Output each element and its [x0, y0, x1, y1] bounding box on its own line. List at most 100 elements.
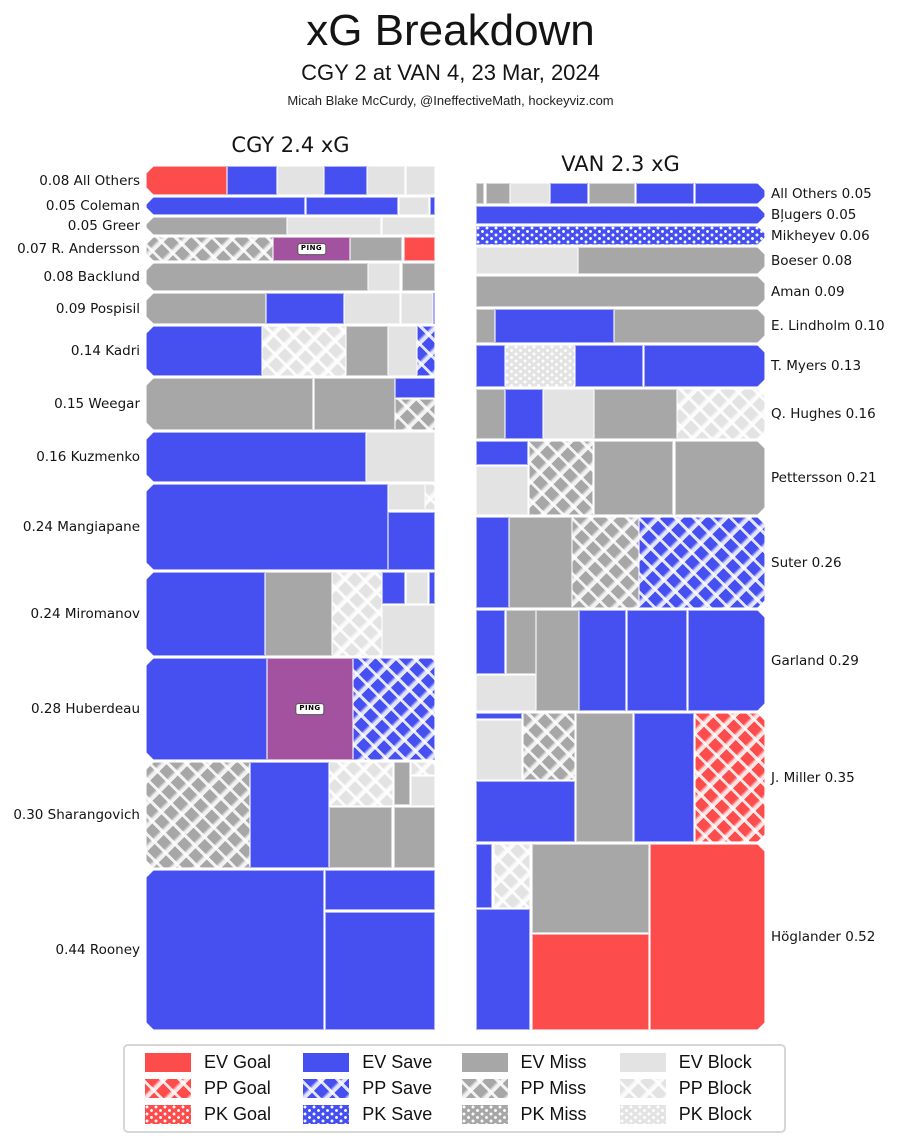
segment-pp-miss [146, 762, 250, 868]
legend-label: PP Miss [520, 1077, 587, 1098]
player-row [476, 389, 765, 439]
segment-pp-block [411, 762, 435, 775]
segment-ev-save [695, 183, 765, 204]
legend-label: PK Save [362, 1103, 433, 1124]
segment-ev-block [382, 605, 435, 656]
segment-ev-block [277, 166, 324, 195]
segment-ev-save [476, 844, 492, 908]
segment-ev-save [688, 610, 765, 711]
player-label: 0.44 Rooney [55, 942, 141, 958]
player-label: 0.24 Mangiapane [22, 519, 140, 535]
van-column-title: VAN 2.3 xG [561, 152, 680, 176]
segment-pk-block [505, 345, 575, 387]
segment-ev-block [368, 263, 400, 291]
game-subtitle: CGY 2 at VAN 4, 23 Mar, 2024 [301, 60, 600, 85]
legend-item: EV Save [303, 1052, 461, 1073]
player-row [146, 293, 435, 324]
segment-ev-save [146, 572, 265, 656]
player-label: 0.30 Sharangovich [13, 807, 140, 823]
legend-label: PK Goal [204, 1103, 272, 1124]
player-row [476, 844, 765, 1030]
player-label: 0.15 Weegar [54, 396, 140, 412]
segment-ev-save [324, 166, 367, 195]
segment-ev-save [476, 713, 522, 719]
player-label: T. Myers 0.13 [771, 358, 862, 374]
segment-ev-miss [589, 183, 635, 204]
legend-label: PP Save [362, 1077, 432, 1098]
segment-ev-miss [675, 441, 765, 515]
legend: EV Goal EV Save EV Miss EV Block PP Goal PP S… [123, 1044, 786, 1133]
segment-ev-miss [509, 517, 572, 608]
legend-item: EV Block [619, 1052, 778, 1073]
segment-ev-block [543, 389, 594, 439]
segment-pp-block [332, 572, 382, 656]
segment-ev-goal [650, 844, 765, 1030]
legend-label: EV Goal [204, 1052, 272, 1073]
segment-ev-miss [346, 326, 388, 376]
legend-item: EV Miss [461, 1052, 620, 1073]
segment-ev-save [382, 572, 405, 604]
segment-pp-save [639, 517, 765, 608]
legend-swatch-ev-goal [145, 1053, 191, 1073]
player-row [146, 263, 435, 291]
page-title: xG Breakdown [306, 6, 595, 55]
player-label: 0.08 Backlund [43, 269, 140, 285]
player-row [476, 441, 765, 515]
segment-ev-save [636, 183, 694, 204]
player-label: Aman 0.09 [771, 283, 845, 300]
segment-ev-miss [536, 610, 579, 711]
player-label: Boeser 0.08 [771, 252, 853, 269]
player-row [146, 378, 435, 430]
segment-pk-save [476, 226, 765, 245]
segment-ev-miss [476, 276, 765, 307]
legend-item: PK Save [303, 1104, 461, 1125]
player-row [146, 432, 435, 482]
player-label: All Others 0.05 [771, 185, 872, 202]
segment-ev-save [146, 658, 267, 760]
player-label: J. Miller 0.35 [771, 769, 855, 786]
segment-ev-save [325, 912, 435, 1030]
segment-ev-save [146, 484, 388, 570]
legend-label: PK Block [678, 1103, 752, 1124]
player-label: Pettersson 0.21 [771, 470, 877, 486]
player-row [146, 484, 435, 570]
player-label: Mikheyev 0.06 [771, 227, 870, 244]
player-label: Suter 0.26 [771, 554, 842, 571]
player-label: Garland 0.29 [771, 652, 859, 669]
segment-ev-miss [476, 309, 495, 343]
player-label: 0.05 Coleman [45, 198, 140, 214]
segment-ev-block [411, 776, 435, 806]
segment-ev-save [266, 293, 344, 324]
segment-ev-miss [314, 378, 395, 430]
segment-ev-block [382, 217, 435, 235]
segment-ev-miss [532, 844, 649, 933]
legend-item: EV Goal [145, 1052, 303, 1073]
player-label: 0.28 Huberdeau [31, 701, 140, 717]
player-row [476, 276, 765, 307]
player-row [476, 517, 765, 608]
segment-ev-block [388, 326, 417, 376]
segment-pp-save [417, 326, 435, 376]
player-row [476, 247, 765, 274]
segment-ev-miss [402, 263, 435, 291]
segment-ev-miss [350, 237, 402, 261]
segment-ev-miss [594, 441, 673, 515]
legend-label: PP Block [678, 1077, 752, 1098]
segment-ev-save [550, 183, 588, 204]
legend-label: PK Miss [520, 1103, 587, 1124]
segment-ev-miss [146, 378, 313, 430]
segment-ev-block [388, 484, 425, 510]
segment-ev-block [399, 197, 429, 215]
segment-ev-miss [576, 713, 633, 842]
ping-badge: PING [297, 243, 326, 255]
player-row [146, 572, 435, 656]
segment-ev-block [476, 720, 522, 780]
segment-ev-block [401, 293, 433, 324]
legend-item: PK Miss [461, 1103, 620, 1125]
player-label: E. Lindholm 0.10 [771, 318, 885, 334]
legend-swatch-ev-block [619, 1053, 666, 1073]
segment-ev-save [250, 762, 329, 868]
segment-pp-block [425, 484, 435, 510]
segment-ev-save [579, 610, 626, 711]
